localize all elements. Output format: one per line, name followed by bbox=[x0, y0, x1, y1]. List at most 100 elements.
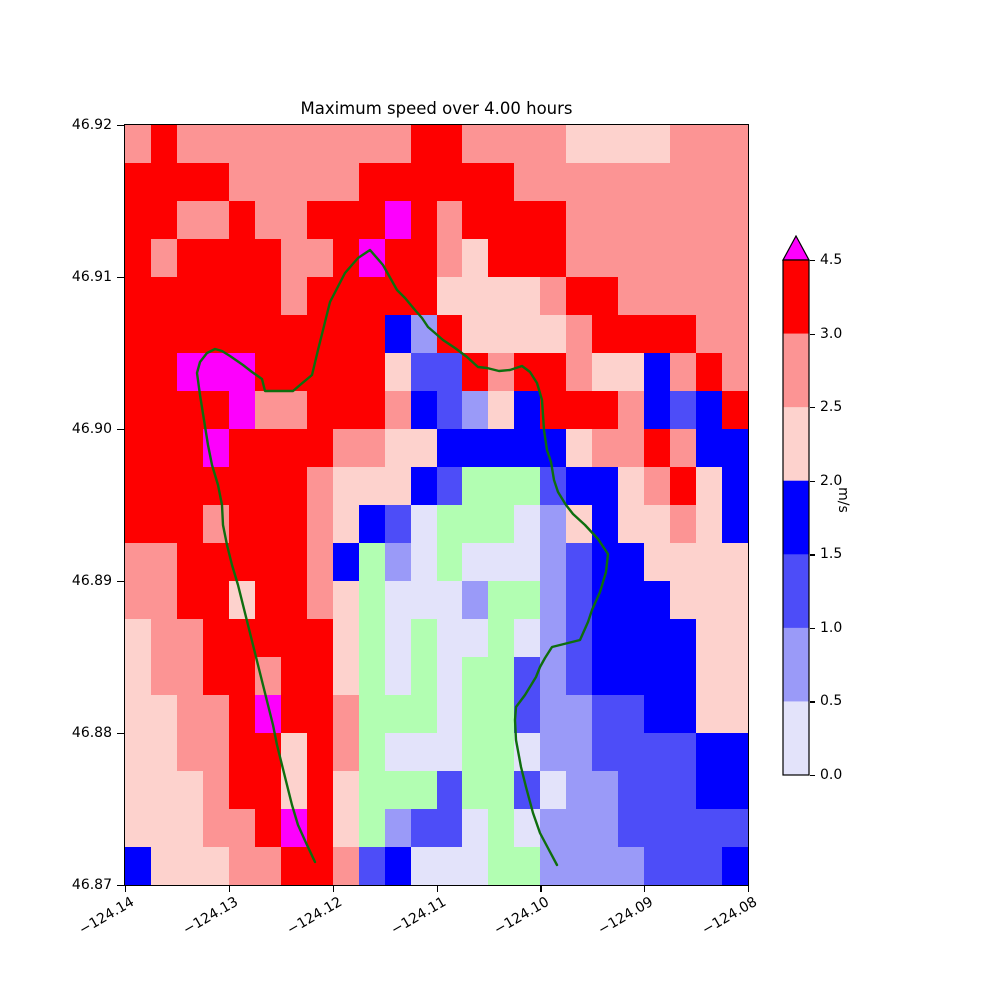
heatmap-cell bbox=[722, 657, 748, 696]
heatmap-cell bbox=[150, 277, 178, 316]
heatmap-cell bbox=[566, 315, 593, 354]
heatmap-cell bbox=[358, 809, 386, 848]
heatmap-cell bbox=[384, 239, 412, 278]
heatmap-cell bbox=[332, 315, 360, 354]
heatmap-cell bbox=[358, 733, 386, 772]
heatmap-cell bbox=[332, 543, 360, 582]
heatmap-cell bbox=[618, 695, 645, 734]
heatmap-cell bbox=[202, 809, 230, 848]
heatmap-cell bbox=[514, 809, 542, 848]
heatmap-cell bbox=[566, 505, 593, 544]
heatmap-cell bbox=[462, 125, 490, 164]
heatmap-cell bbox=[722, 125, 748, 164]
y-tick-label: 46.92 bbox=[71, 117, 112, 133]
heatmap-cell bbox=[384, 505, 412, 544]
heatmap-cell bbox=[125, 315, 152, 354]
heatmap-cell bbox=[644, 163, 671, 202]
heatmap-cell bbox=[150, 467, 178, 506]
heatmap-cell bbox=[462, 391, 490, 430]
heatmap-cell bbox=[410, 277, 438, 316]
heatmap-cell bbox=[670, 505, 697, 544]
heatmap-cell bbox=[150, 581, 178, 620]
heatmap-cell bbox=[384, 847, 412, 885]
heatmap-cell bbox=[618, 733, 645, 772]
heatmap-cell bbox=[462, 581, 490, 620]
heatmap-cell bbox=[566, 277, 593, 316]
heatmap-cell bbox=[514, 581, 542, 620]
heatmap-cell bbox=[176, 163, 204, 202]
heatmap-cell bbox=[644, 201, 671, 240]
heatmap-cell bbox=[202, 543, 230, 582]
heatmap-cell bbox=[125, 733, 152, 772]
heatmap-cell bbox=[202, 771, 230, 810]
heatmap-cell bbox=[306, 391, 334, 430]
heatmap-cell bbox=[125, 619, 152, 658]
heatmap-cell bbox=[254, 543, 282, 582]
heatmap-cell bbox=[306, 619, 334, 658]
heatmap-cell bbox=[280, 771, 308, 810]
heatmap-cell bbox=[462, 277, 490, 316]
heatmap-cell bbox=[150, 771, 178, 810]
heatmap-cell bbox=[462, 315, 490, 354]
heatmap-cell bbox=[540, 429, 567, 468]
heatmap-cell bbox=[228, 467, 256, 506]
heatmap-cell bbox=[514, 201, 542, 240]
heatmap-cell bbox=[462, 163, 490, 202]
heatmap-cell bbox=[670, 467, 697, 506]
heatmap-cell bbox=[566, 429, 593, 468]
heatmap-cell bbox=[150, 391, 178, 430]
heatmap-cell bbox=[176, 771, 204, 810]
x-tick-label: −124.08 bbox=[699, 894, 760, 939]
heatmap-cell bbox=[125, 277, 152, 316]
heatmap-cell bbox=[228, 315, 256, 354]
heatmap-cell bbox=[540, 695, 567, 734]
heatmap-cell bbox=[254, 581, 282, 620]
heatmap-cell bbox=[202, 847, 230, 885]
heatmap-cell bbox=[696, 429, 723, 468]
heatmap-cell bbox=[150, 201, 178, 240]
heatmap-cell bbox=[280, 657, 308, 696]
heatmap-cell bbox=[618, 619, 645, 658]
heatmap-cell bbox=[410, 619, 438, 658]
heatmap-cell bbox=[540, 847, 567, 885]
heatmap-cell bbox=[462, 809, 490, 848]
heatmap-cell bbox=[540, 163, 567, 202]
heatmap-cell bbox=[176, 201, 204, 240]
y-tick-mark bbox=[117, 885, 124, 887]
heatmap-cell bbox=[462, 467, 490, 506]
heatmap-cell bbox=[592, 581, 619, 620]
heatmap-cell bbox=[696, 733, 723, 772]
heatmap-cell bbox=[696, 125, 723, 164]
heatmap-cell bbox=[254, 695, 282, 734]
heatmap-cell bbox=[125, 505, 152, 544]
heatmap-cell bbox=[592, 429, 619, 468]
heatmap-cell bbox=[436, 163, 464, 202]
heatmap-cell bbox=[202, 277, 230, 316]
heatmap-cell bbox=[254, 277, 282, 316]
heatmap-cell bbox=[332, 429, 360, 468]
heatmap-cell bbox=[384, 581, 412, 620]
heatmap-cell bbox=[306, 657, 334, 696]
heatmap-cell bbox=[722, 771, 748, 810]
x-tick-label: −124.14 bbox=[76, 894, 137, 939]
colorbar-tick-label: 0.5 bbox=[820, 693, 843, 710]
heatmap-cell bbox=[696, 277, 723, 316]
heatmap-cell bbox=[254, 391, 282, 430]
heatmap-cell bbox=[462, 771, 490, 810]
colorbar: 4.5 3.0 2.5 2.0 1.5 1.0 0.5 0.0 bbox=[781, 234, 842, 783]
heatmap-cell bbox=[280, 505, 308, 544]
heatmap-cell bbox=[358, 315, 386, 354]
heatmap-cell bbox=[488, 543, 516, 582]
heatmap-cell bbox=[540, 733, 567, 772]
heatmap-cell bbox=[696, 239, 723, 278]
heatmap-cell bbox=[644, 581, 671, 620]
heatmap-cell bbox=[280, 429, 308, 468]
heatmap-cell bbox=[722, 315, 748, 354]
heatmap-cell bbox=[488, 467, 516, 506]
heatmap-cell bbox=[462, 201, 490, 240]
heatmap-cell bbox=[125, 809, 152, 848]
heatmap-cell bbox=[125, 847, 152, 885]
heatmap-cell bbox=[384, 353, 412, 392]
heatmap-cell bbox=[618, 467, 645, 506]
heatmap-cell bbox=[150, 733, 178, 772]
